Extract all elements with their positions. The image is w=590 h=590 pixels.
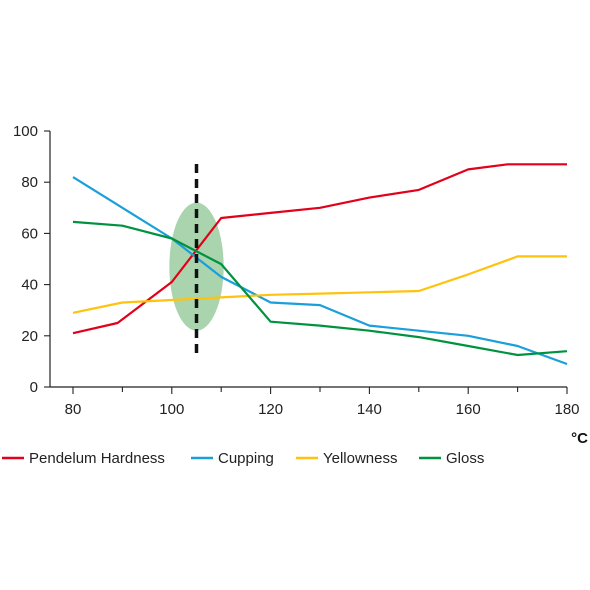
y-tick-label: 80 <box>21 174 38 191</box>
series-line-pendelum-hardness <box>72 163 567 335</box>
series-line-cupping <box>72 176 568 366</box>
legend-label-gloss: Gloss <box>446 450 484 467</box>
x-tick-label: 160 <box>456 401 481 418</box>
x-tick-label: 140 <box>357 401 382 418</box>
x-tick-label: 180 <box>554 401 579 418</box>
series-lines <box>72 163 568 366</box>
y-tick-label: 20 <box>21 328 38 345</box>
x-tick-label: 100 <box>159 401 184 418</box>
x-tick-label: 80 <box>65 401 82 418</box>
highlight-region <box>169 202 224 331</box>
y-tick-label: 60 <box>21 225 38 242</box>
legend-label-pendelum-hardness: Pendelum Hardness <box>29 450 165 467</box>
x-tick-label: 120 <box>258 401 283 418</box>
legend-label-yellowness: Yellowness <box>323 450 398 467</box>
x-axis-ticks: 80 100 120 140 160 180 <box>65 387 580 418</box>
y-tick-label: 0 <box>30 379 38 396</box>
y-axis-ticks: 0 20 40 60 80 100 <box>13 123 50 396</box>
series-line-yellowness <box>72 255 567 314</box>
legend-label-cupping: Cupping <box>218 450 274 467</box>
legend: Pendelum Hardness Cupping Yellowness Gloss <box>2 450 484 467</box>
series-line-gloss <box>72 220 568 357</box>
highlight-ellipse <box>169 202 224 331</box>
x-axis-unit-label: °C <box>571 430 588 447</box>
axes <box>49 131 567 388</box>
y-tick-label: 100 <box>13 123 38 140</box>
y-tick-label: 40 <box>21 277 38 294</box>
